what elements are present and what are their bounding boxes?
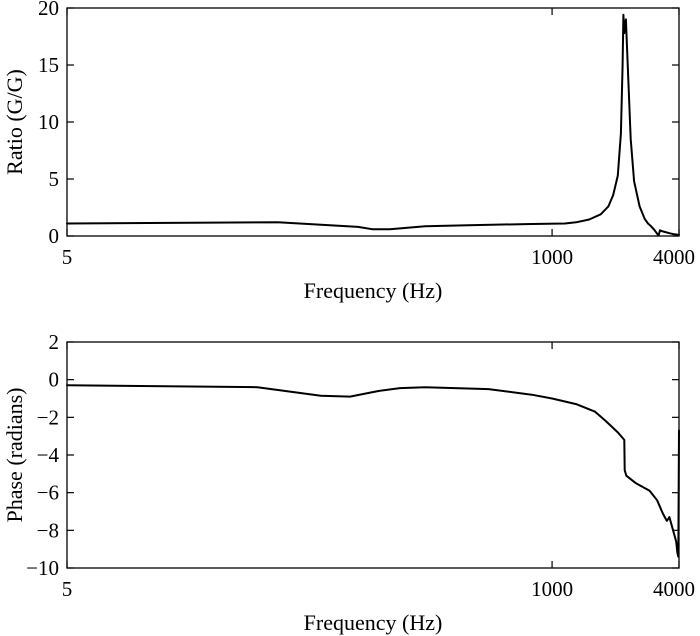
- ratio-series-line: [66, 13, 680, 237]
- y-tick-label: 5: [49, 167, 60, 191]
- y-tick-label: 0: [49, 224, 60, 248]
- y-tick-label: 2: [49, 330, 60, 354]
- y-tick-label: 10: [38, 110, 59, 134]
- x-tick-label: 1000: [531, 245, 573, 269]
- x-tick-label: 4000: [653, 577, 695, 601]
- x-tick-label: 5: [62, 577, 73, 601]
- y-tick-label: −10: [26, 556, 59, 580]
- phase-series-line: [66, 384, 680, 558]
- plot-frame: [66, 7, 680, 237]
- y-tick-label: −6: [37, 481, 59, 505]
- x-tick-label: 5: [62, 245, 73, 269]
- y-tick-label: −4: [37, 443, 60, 467]
- phase-chart: 2 0 −2 −4 −6 −8 −105 1000 4000 Frequency (Hz) Phas…: [2, 330, 695, 635]
- plot-frame: [66, 341, 680, 569]
- y-axis-label: Phase (radians): [2, 387, 27, 522]
- x-axis-label: Frequency (Hz): [304, 278, 443, 303]
- y-tick-label: −8: [37, 518, 59, 542]
- y-axis-label: Ratio (G/G): [2, 69, 27, 175]
- y-tick-label: 20: [38, 0, 59, 20]
- y-tick-label: 0: [49, 368, 60, 392]
- y-tick-label: 15: [38, 53, 59, 77]
- x-axis-label: Frequency (Hz): [304, 610, 443, 635]
- x-tick-label: 4000: [653, 245, 695, 269]
- x-tick-label: 1000: [531, 577, 573, 601]
- y-tick-label: −2: [37, 405, 59, 429]
